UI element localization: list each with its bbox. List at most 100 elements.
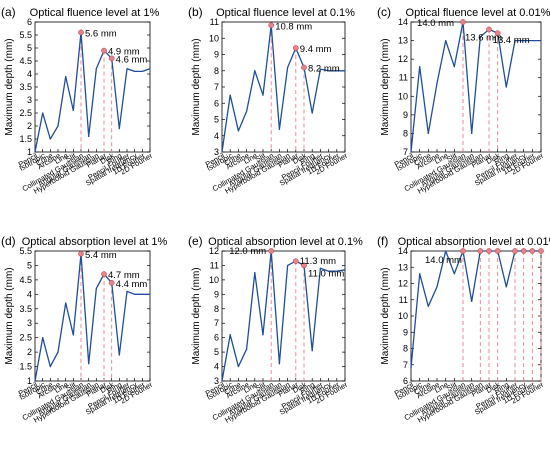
data-point — [134, 70, 136, 72]
y-tick-label: 4 — [27, 69, 32, 79]
data-point — [126, 290, 128, 293]
data-point — [95, 68, 97, 70]
y-tick-label: 8 — [214, 304, 219, 314]
y-tick-label: 4 — [214, 131, 219, 141]
highlight-marker — [78, 251, 84, 257]
panel-title: Optical fluence level at 0.01% — [406, 7, 550, 19]
data-point — [531, 39, 533, 42]
axes-box — [221, 21, 346, 153]
highlight-marker — [494, 248, 501, 254]
data-point — [453, 65, 455, 68]
y-tick-label: 10 — [398, 311, 408, 321]
data-point — [149, 293, 151, 295]
panel-title: Optical absorption level at 1% — [22, 236, 168, 248]
panel-label: (c) — [377, 5, 391, 19]
y-tick-label: 4.5 — [19, 56, 32, 66]
data-point — [221, 380, 223, 382]
data-point — [57, 125, 59, 127]
data-point — [34, 151, 36, 153]
y-tick-label: 11 — [210, 260, 219, 270]
data-annotation: 11.3 mm — [300, 256, 336, 267]
y-axis-label: Maximum depth (mm) — [4, 38, 15, 135]
data-point — [540, 39, 542, 42]
highlight-marker — [486, 248, 492, 254]
y-tick-label: 1.5 — [19, 362, 32, 372]
data-point — [471, 300, 473, 302]
data-point — [42, 112, 44, 114]
data-point — [262, 334, 264, 336]
y-tick-label: 13 — [398, 262, 408, 272]
panel-label: (b) — [188, 5, 203, 19]
data-point — [237, 365, 239, 368]
data-annotation: 4.7 mm — [108, 270, 140, 281]
y-tick-label: 6 — [214, 98, 219, 108]
highlight-marker — [268, 22, 275, 29]
y-tick-label: 5.5 — [19, 30, 32, 40]
highlight-marker — [101, 271, 107, 277]
data-point — [237, 130, 239, 132]
highlight-marker — [477, 248, 484, 254]
y-tick-label: 5 — [214, 115, 219, 125]
highlight-marker — [512, 248, 518, 254]
y-tick-label: 3 — [214, 376, 219, 386]
y-tick-label: 5 — [214, 347, 219, 357]
data-point — [49, 365, 51, 368]
y-tick-label: 2 — [27, 347, 32, 357]
data-point — [72, 109, 74, 111]
y-tick-label: 4 — [27, 289, 32, 299]
axes-box — [410, 250, 542, 382]
axes-box — [410, 21, 542, 153]
data-point — [336, 70, 338, 72]
y-tick-label: 12 — [398, 54, 408, 64]
data-annotation: 10.8 mm — [275, 21, 312, 32]
highlight-marker — [101, 47, 107, 54]
data-point — [445, 39, 447, 42]
y-axis-label: Maximum depth (mm) — [380, 38, 391, 135]
data-point — [445, 250, 447, 252]
y-tick-label: 10 — [209, 275, 219, 285]
data-annotation: 8.2 mm — [308, 64, 340, 75]
highlight-marker — [538, 248, 544, 254]
data-point — [118, 354, 120, 356]
data-point — [229, 334, 231, 336]
data-point — [479, 36, 481, 38]
highlight-marker — [268, 248, 275, 254]
y-axis-label: Maximum depth (mm) — [191, 267, 202, 364]
data-point — [436, 82, 438, 84]
data-point — [514, 39, 516, 42]
panel-c: (c) Optical fluence level at 0.01% 7 8 9 10 11… — [377, 5, 550, 196]
data-point — [311, 350, 313, 352]
data-point — [328, 70, 330, 72]
series-line — [410, 21, 541, 153]
data-point — [134, 293, 136, 295]
y-tick-label: 1 — [27, 147, 32, 157]
data-point — [65, 76, 67, 78]
data-point — [42, 337, 44, 339]
data-point — [262, 94, 264, 96]
data-point — [319, 267, 321, 269]
data-annotation: 11.0 mm — [308, 268, 344, 279]
y-tick-label: 11 — [399, 295, 408, 305]
data-point — [95, 287, 97, 290]
data-point — [118, 128, 120, 130]
data-annotation: 14.0 mm — [425, 255, 462, 266]
data-point — [453, 273, 455, 275]
y-tick-label: 4 — [214, 362, 219, 372]
y-tick-label: 6 — [27, 17, 32, 27]
data-annotation: 4.6 mm — [116, 54, 148, 65]
highlight-marker — [486, 26, 492, 33]
data-point — [523, 39, 525, 42]
y-tick-label: 3 — [214, 147, 219, 157]
highlight-marker — [494, 30, 501, 36]
highlight-marker — [529, 248, 536, 254]
data-point — [88, 135, 90, 137]
y-tick-label: 10 — [209, 33, 219, 43]
highlight-marker — [292, 45, 299, 51]
y-tick-label: 3.5 — [19, 82, 32, 92]
highlight-marker — [460, 19, 466, 25]
y-tick-label: 1.5 — [19, 134, 32, 144]
data-point — [427, 305, 429, 307]
data-point — [287, 66, 289, 69]
data-point — [126, 68, 128, 70]
